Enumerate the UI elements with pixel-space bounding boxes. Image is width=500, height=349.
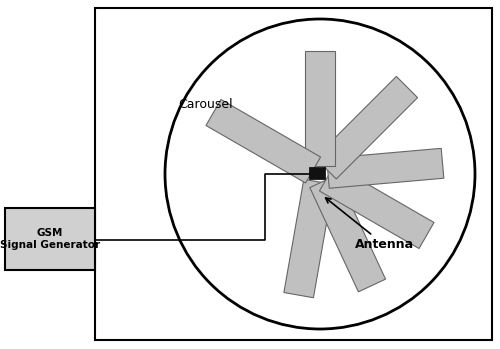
Bar: [309, 167, 325, 179]
Text: Antenna: Antenna: [326, 198, 414, 252]
Circle shape: [165, 19, 475, 329]
Polygon shape: [315, 76, 418, 179]
Polygon shape: [320, 165, 434, 248]
Polygon shape: [284, 179, 334, 298]
Text: Carousel: Carousel: [178, 98, 233, 111]
Polygon shape: [305, 51, 335, 166]
Bar: [95, 8, 492, 340]
Polygon shape: [326, 148, 444, 188]
Bar: [5, 208, 95, 270]
Text: GSM
Signal Generator: GSM Signal Generator: [0, 228, 100, 250]
Polygon shape: [206, 99, 320, 183]
Polygon shape: [310, 175, 386, 292]
